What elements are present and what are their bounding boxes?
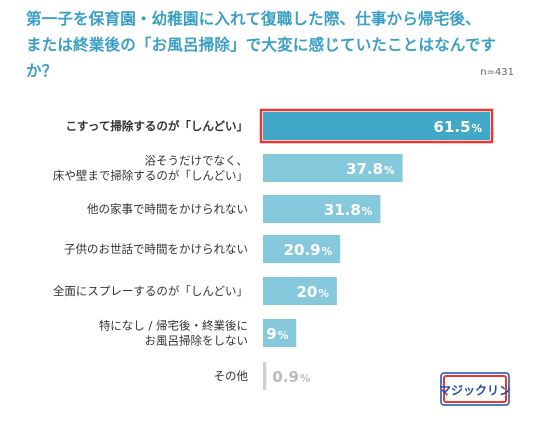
bar-0 [263, 112, 491, 140]
category-label-0: こすって掃除するのが「しんどい」 [66, 119, 248, 133]
category-label-3: 子供のお世話で時間をかけられない [64, 242, 248, 256]
bar-1 [263, 154, 403, 182]
title-line-1: 第一子を保育園・幼稚園に入れて復職した際、仕事から帰宅後、 [26, 10, 481, 28]
value-label-6: 0.9% [272, 368, 311, 386]
bar-6 [263, 362, 267, 390]
category-label-5: 特になし / 帰宅後・終業後にお風呂掃除をしない [99, 319, 248, 348]
value-label-1: 37.8% [346, 160, 395, 178]
title-line-2: または終業後の「お風呂掃除」で大変に感じていたことはなんですか？ [26, 36, 497, 80]
bar-4 [263, 277, 337, 305]
magiclean-logo: マジックリン [440, 372, 510, 406]
value-label-0: 61.5% [434, 118, 483, 136]
category-label-6: その他 [214, 369, 249, 383]
value-label-3: 20.9% [284, 241, 333, 259]
category-label-1: 浴そうだけでなく、床や壁まで掃除するのが「しんどい」 [53, 154, 248, 183]
chart-title: 第一子を保育園・幼稚園に入れて復職した際、仕事から帰宅後、 または終業後の「お風… [26, 6, 516, 84]
category-label-4: 全面にスプレーするのが「しんどい」 [53, 284, 248, 298]
bar-5 [263, 319, 297, 347]
bar-3 [263, 235, 341, 263]
bar-2 [263, 195, 381, 223]
highlight-border [259, 108, 494, 144]
category-label-2: 他の家事で時間をかけられない [87, 202, 248, 216]
value-label-2: 31.8% [324, 201, 373, 219]
sample-size-label: n=431 [480, 67, 514, 78]
value-label-4: 20% [296, 283, 329, 301]
logo-text: マジックリン [440, 384, 510, 398]
value-label-5: 9% [266, 325, 288, 343]
